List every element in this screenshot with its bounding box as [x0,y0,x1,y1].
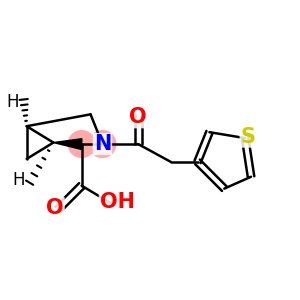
Text: H: H [13,171,25,189]
Text: N: N [94,134,111,154]
Text: S: S [241,127,256,147]
Text: O: O [129,107,147,127]
Text: O: O [46,198,64,218]
Text: H: H [7,93,19,111]
Text: OH: OH [100,192,135,212]
Polygon shape [53,139,82,149]
Circle shape [89,131,116,158]
Circle shape [68,131,95,158]
